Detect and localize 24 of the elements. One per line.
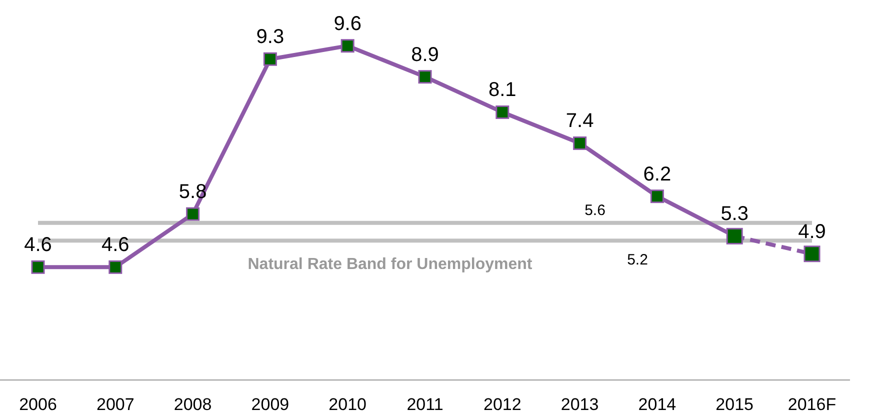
- data-label: 4.6: [101, 234, 130, 256]
- data-label: 4.9: [798, 220, 826, 243]
- data-label: 7.4: [566, 110, 594, 132]
- data-label: 5.3: [720, 203, 749, 226]
- data-label: 8.1: [488, 79, 516, 102]
- data-label: 9.3: [256, 26, 284, 48]
- x-tick-label: 2007: [96, 395, 134, 414]
- x-tick-label: 2006: [19, 395, 57, 414]
- data-label: 6.2: [643, 163, 672, 186]
- x-tick-label: 2009: [251, 395, 290, 414]
- x-tick-label: 2014: [638, 395, 676, 414]
- annotation: Natural Rate Band for Unemployment: [246, 256, 534, 274]
- ref-line-label: 5.2: [627, 252, 648, 269]
- data-label: 9.6: [334, 12, 362, 35]
- x-tick-label: 2011: [406, 395, 444, 414]
- data-label: 4.6: [24, 234, 52, 256]
- data-label: 8.9: [411, 44, 439, 66]
- x-tick-label: 2015: [716, 395, 754, 414]
- x-tick-label: 2016F: [788, 395, 836, 414]
- x-tick-label: 2008: [174, 395, 212, 414]
- x-tick-label: 2013: [560, 395, 599, 414]
- x-tick-label: 2012: [483, 395, 522, 414]
- x-tick-label: 2010: [328, 395, 367, 414]
- ref-line-label: 5.6: [584, 202, 606, 219]
